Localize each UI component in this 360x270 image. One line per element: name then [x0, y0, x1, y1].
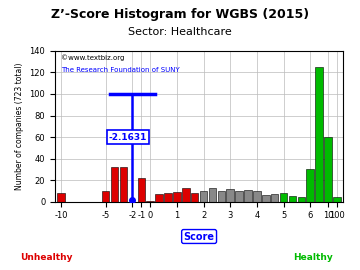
Bar [217, 191, 225, 202]
Bar [209, 188, 216, 202]
Bar [102, 191, 109, 202]
Bar [271, 194, 278, 202]
Text: ©www.textbiz.org: ©www.textbiz.org [61, 54, 124, 60]
Bar [315, 67, 323, 202]
Bar [262, 195, 270, 202]
Bar [226, 189, 234, 202]
Bar [298, 197, 305, 202]
Bar [120, 167, 127, 202]
Bar [200, 191, 207, 202]
Text: Z’-Score Histogram for WGBS (2015): Z’-Score Histogram for WGBS (2015) [51, 8, 309, 21]
Bar [138, 178, 145, 202]
Bar [324, 137, 332, 202]
Bar [182, 188, 189, 202]
Text: Unhealthy: Unhealthy [21, 253, 73, 262]
Bar [289, 196, 296, 202]
Bar [191, 193, 198, 202]
X-axis label: Score: Score [184, 231, 215, 241]
Bar [306, 169, 314, 202]
Bar [111, 167, 118, 202]
Bar [253, 191, 261, 202]
Text: Healthy: Healthy [293, 253, 333, 262]
Bar [147, 201, 154, 202]
Bar [280, 193, 287, 202]
Bar [173, 192, 181, 202]
Bar [333, 197, 341, 202]
Bar [244, 190, 252, 202]
Bar [58, 193, 65, 202]
Text: The Research Foundation of SUNY: The Research Foundation of SUNY [61, 68, 180, 73]
Bar [235, 191, 243, 202]
Bar [155, 194, 163, 202]
Text: Sector: Healthcare: Sector: Healthcare [128, 27, 232, 37]
Y-axis label: Number of companies (723 total): Number of companies (723 total) [15, 63, 24, 190]
Text: -2.1631: -2.1631 [109, 133, 147, 141]
Bar [164, 193, 172, 202]
